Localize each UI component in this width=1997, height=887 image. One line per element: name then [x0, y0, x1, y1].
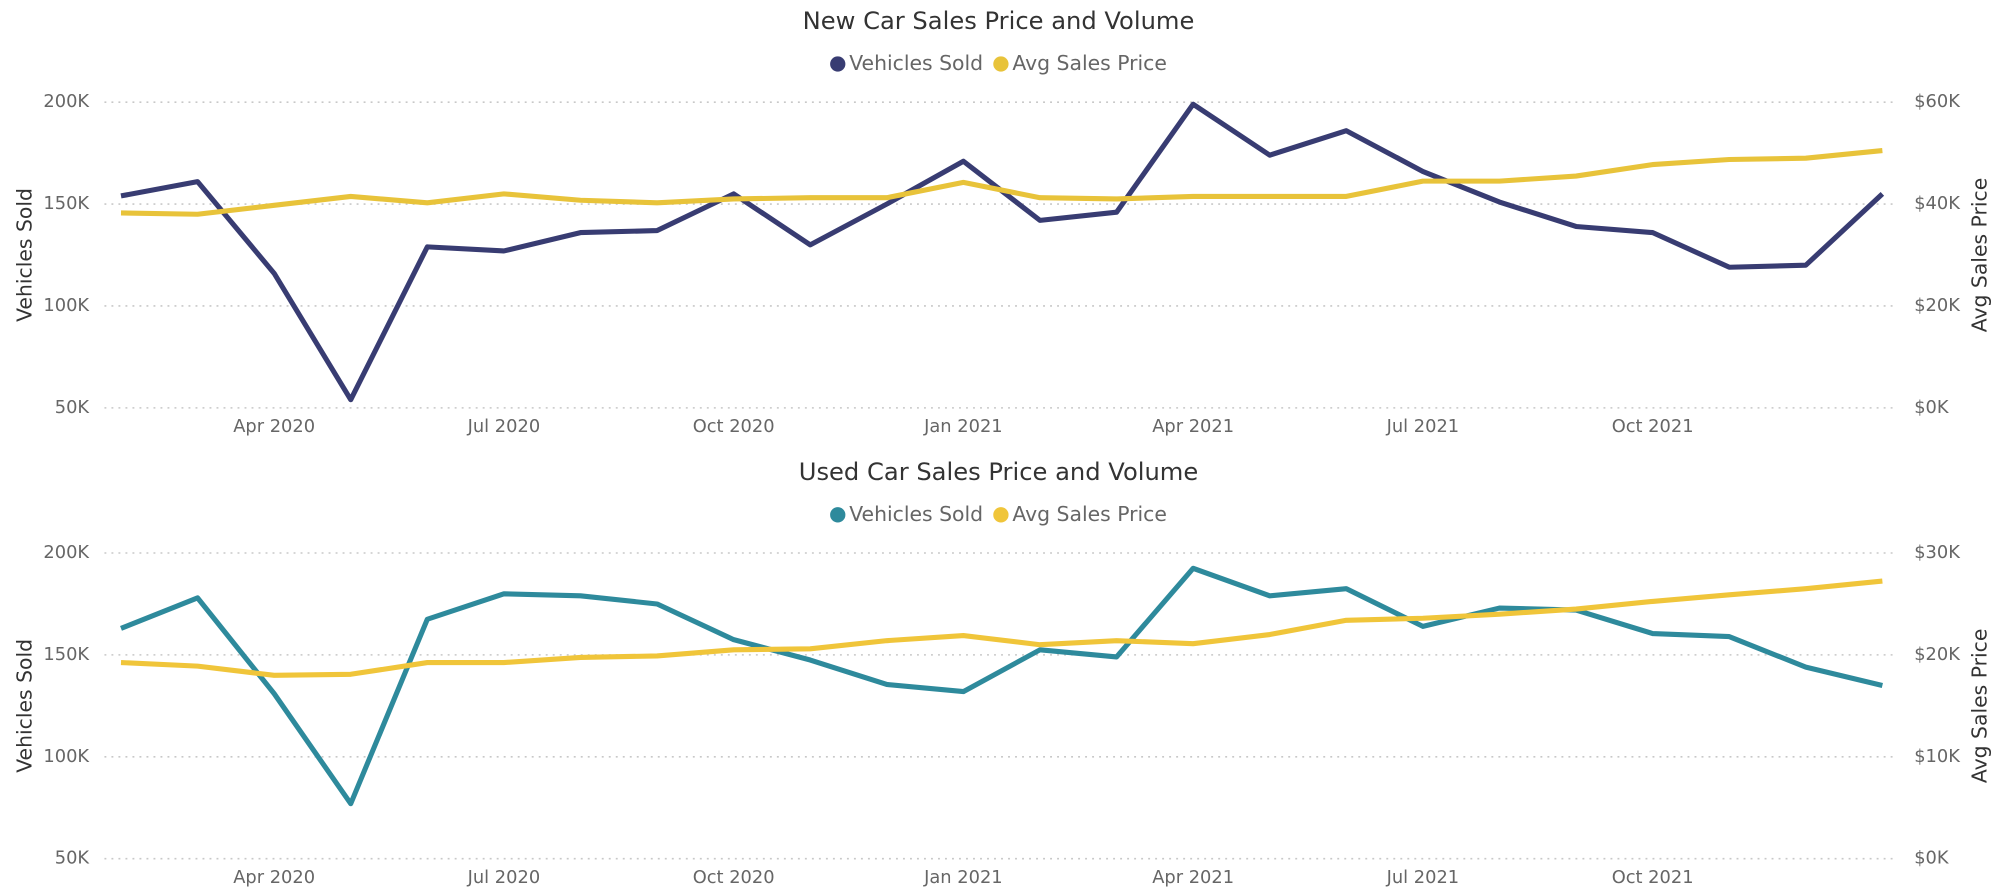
x-tick-label: Jul 2021	[1386, 867, 1460, 887]
x-tick-label: Oct 2020	[693, 867, 775, 887]
y2-tick-label: $0K	[1914, 848, 1950, 869]
x-tick-label: Jul 2020	[467, 416, 541, 437]
series-line	[120, 101, 1885, 403]
y-axis-title: Vehicles Sold	[12, 639, 36, 773]
x-tick-label: Jul 2020	[467, 867, 541, 887]
legend-label: Avg Sales Price	[1012, 51, 1167, 75]
y-tick-label: 100K	[43, 746, 90, 767]
legend-label: Vehicles Sold	[849, 51, 983, 75]
legend-marker	[993, 507, 1009, 523]
x-tick-label: Oct 2021	[1612, 867, 1694, 887]
legend: Vehicles Sold Avg Sales Price	[830, 502, 1167, 526]
x-tick-label: Apr 2020	[233, 416, 315, 437]
x-tick-label: Jan 2021	[923, 867, 1003, 887]
y-tick-label: 50K	[55, 397, 91, 418]
y2-tick-label: $0K	[1914, 397, 1950, 418]
chart-panel: Used Car Sales Price and Volume 50K 100K 15…	[12, 458, 1991, 887]
y2-tick-label: $60K	[1914, 91, 1961, 112]
x-tick-label: Apr 2021	[1152, 867, 1234, 887]
x-tick-label: Oct 2021	[1612, 416, 1694, 437]
legend-label: Vehicles Sold	[849, 502, 983, 526]
legend-label: Avg Sales Price	[1012, 502, 1167, 526]
y-tick-label: 200K	[43, 542, 90, 563]
series-line	[120, 565, 1883, 807]
x-tick-label: Apr 2021	[1152, 416, 1234, 437]
y2-axis-title: Avg Sales Price	[1967, 629, 1991, 784]
y2-tick-label: $10K	[1914, 746, 1961, 767]
legend: Vehicles Sold Avg Sales Price	[830, 51, 1167, 75]
series-line	[120, 148, 1883, 217]
chart-title: New Car Sales Price and Volume	[803, 7, 1195, 35]
x-tick-label: Jan 2021	[923, 416, 1003, 437]
chart-panel: New Car Sales Price and Volume 50K 100K 150…	[12, 7, 1991, 437]
x-tick-label: Oct 2020	[693, 416, 775, 437]
y2-tick-label: $20K	[1914, 295, 1961, 316]
y-tick-label: 100K	[43, 295, 90, 316]
chart-title: Used Car Sales Price and Volume	[799, 458, 1198, 486]
y-tick-label: 50K	[55, 848, 91, 869]
legend-marker	[830, 507, 846, 523]
y-axis-title: Vehicles Sold	[12, 188, 36, 322]
series-line	[120, 578, 1883, 678]
legend-marker	[993, 56, 1009, 72]
x-tick-label: Apr 2020	[233, 867, 315, 887]
y-tick-label: 200K	[43, 91, 90, 112]
y-tick-label: 150K	[43, 644, 90, 665]
x-tick-label: Jul 2021	[1386, 416, 1460, 437]
y2-tick-label: $20K	[1914, 644, 1961, 665]
y2-tick-label: $40K	[1914, 193, 1961, 214]
y2-axis-title: Avg Sales Price	[1967, 178, 1991, 333]
y2-tick-label: $30K	[1914, 542, 1961, 563]
y-tick-label: 150K	[43, 193, 90, 214]
legend-marker	[830, 56, 846, 72]
